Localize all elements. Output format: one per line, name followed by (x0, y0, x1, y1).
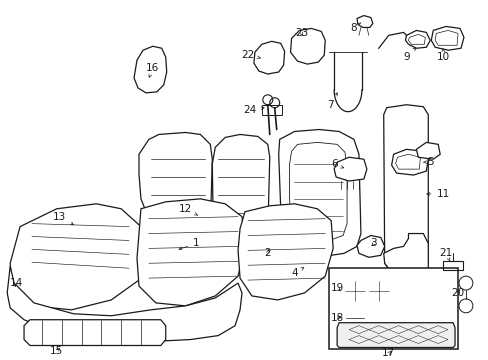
Text: 20: 20 (450, 288, 464, 298)
Polygon shape (238, 204, 332, 300)
Text: 2: 2 (264, 248, 270, 258)
Text: 9: 9 (403, 48, 415, 62)
Polygon shape (137, 199, 244, 306)
Polygon shape (139, 132, 212, 243)
Polygon shape (10, 204, 145, 310)
Polygon shape (212, 134, 269, 246)
Text: 12: 12 (179, 204, 197, 215)
Polygon shape (294, 256, 317, 276)
Polygon shape (383, 105, 427, 273)
Polygon shape (416, 143, 439, 159)
Text: 16: 16 (146, 63, 159, 77)
Polygon shape (290, 28, 325, 64)
Polygon shape (356, 15, 372, 27)
Polygon shape (278, 130, 360, 256)
Polygon shape (253, 41, 284, 74)
Text: 23: 23 (294, 28, 307, 39)
Polygon shape (383, 234, 427, 273)
Text: 1: 1 (179, 238, 200, 250)
Text: 22: 22 (241, 50, 260, 60)
Text: 17: 17 (381, 348, 394, 359)
Polygon shape (134, 46, 166, 93)
Polygon shape (336, 323, 454, 347)
Text: 14: 14 (9, 278, 23, 288)
Circle shape (331, 147, 337, 152)
Text: 10: 10 (436, 49, 449, 62)
Text: 18: 18 (330, 313, 343, 323)
Polygon shape (430, 26, 463, 50)
Text: 7: 7 (326, 93, 337, 110)
Text: 5: 5 (423, 157, 433, 167)
Text: 11: 11 (426, 189, 449, 199)
Polygon shape (328, 268, 457, 350)
Text: 8: 8 (350, 23, 360, 33)
Polygon shape (356, 235, 384, 257)
Text: 19: 19 (330, 283, 343, 293)
Polygon shape (24, 320, 165, 346)
Text: 4: 4 (291, 267, 303, 278)
Polygon shape (391, 149, 427, 175)
Text: 6: 6 (330, 159, 343, 169)
Text: 15: 15 (50, 346, 63, 356)
Polygon shape (7, 266, 242, 342)
Text: 3: 3 (370, 238, 376, 248)
Text: 24: 24 (243, 105, 264, 115)
Polygon shape (333, 157, 366, 181)
Text: 13: 13 (53, 212, 73, 225)
Polygon shape (405, 30, 429, 48)
Text: 21: 21 (439, 248, 452, 261)
Circle shape (300, 147, 306, 152)
